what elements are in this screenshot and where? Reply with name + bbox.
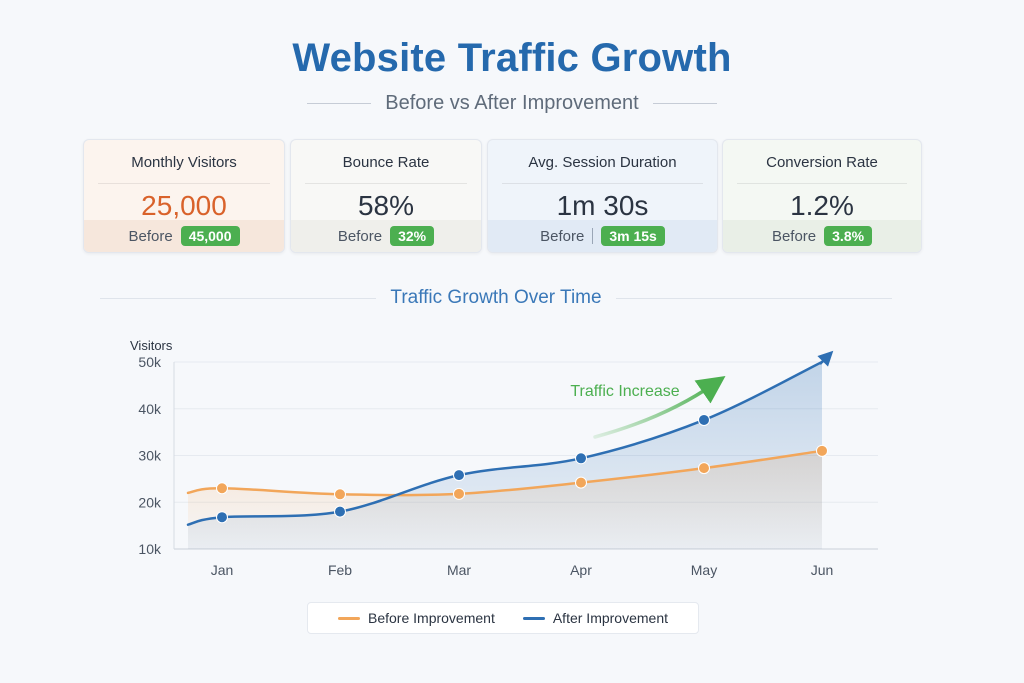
subtitle-rule-right: [652, 102, 717, 104]
before-data-point: [453, 487, 465, 500]
before-data-point: [575, 476, 587, 489]
card-value: 25,000: [141, 190, 227, 221]
x-tick-label: Jun: [811, 562, 834, 578]
section-title: Traffic Growth Over Time: [390, 287, 602, 308]
card-monthly-visitors: Monthly Visitors 25,000 Before 45,000: [83, 139, 285, 253]
after-data-point: [698, 413, 710, 426]
section-rule-right: [615, 297, 892, 299]
before-value-badge: 32%: [390, 226, 435, 246]
x-tick-label: Jan: [211, 562, 234, 578]
card-value: 1.2%: [790, 190, 854, 221]
legend-label-before: Before Improvement: [368, 610, 495, 626]
legend-item-after: After Improvement: [522, 610, 668, 626]
before-value-badge: 3.8%: [824, 226, 873, 246]
card-divider: [98, 183, 270, 184]
card-label: Bounce Rate: [342, 154, 430, 171]
before-label: Before: [771, 227, 817, 245]
card-label: Avg. Session Duration: [528, 154, 677, 171]
x-tick-label: Mar: [447, 562, 471, 578]
after-data-point: [334, 505, 346, 518]
card-label: Conversion Rate: [766, 154, 878, 171]
card-label: Monthly Visitors: [131, 154, 237, 171]
subtitle-rule-left: [307, 102, 372, 104]
card-divider: [305, 183, 467, 184]
card-avg-session-duration: Avg. Session Duration 1m 30s Before 3m 1…: [487, 139, 718, 253]
x-tick-label: Feb: [328, 562, 352, 578]
card-divider: [737, 183, 907, 184]
before-label: Before: [337, 227, 383, 245]
y-tick-label: 30k: [138, 448, 162, 464]
section-header: Traffic Growth Over Time: [100, 285, 892, 311]
before-data-point: [216, 482, 228, 495]
card-footer: Before 45,000: [84, 220, 284, 252]
card-value: 58%: [357, 190, 415, 221]
card-footer: Before 3m 15s: [488, 220, 717, 252]
traffic-increase-label: Traffic Increase: [570, 383, 679, 400]
card-bounce-rate: Bounce Rate 58% Before 32%: [290, 139, 482, 253]
legend-label-after: After Improvement: [552, 610, 668, 626]
before-value-badge: 3m 15s: [601, 226, 665, 246]
card-conversion-rate: Conversion Rate 1.2% Before 3.8%: [722, 139, 922, 253]
card-divider: [502, 183, 703, 184]
chart-legend: Before Improvement After Improvement: [307, 602, 699, 634]
card-footer: Before 3.8%: [723, 220, 921, 252]
y-tick-label: 50k: [138, 354, 162, 370]
card-value: 1m 30s: [556, 190, 649, 221]
after-data-point: [575, 452, 587, 465]
legend-item-before: Before Improvement: [338, 610, 495, 626]
before-data-point: [698, 462, 710, 475]
footer-separator: [592, 228, 594, 244]
after-series-area: [188, 362, 822, 549]
card-footer: Before 32%: [291, 220, 481, 252]
before-label: Before: [540, 227, 585, 245]
y-tick-label: 10k: [138, 541, 162, 557]
x-tick-label: May: [691, 562, 717, 578]
before-label: Before: [128, 227, 173, 245]
traffic-increase-arrow: [593, 376, 726, 439]
after-data-point: [216, 511, 228, 524]
section-rule-left: [100, 297, 377, 299]
legend-swatch-before: [338, 616, 360, 620]
after-series-arrowhead: [817, 350, 834, 367]
before-data-point: [816, 444, 828, 457]
page-title: Website Traffic Growth: [292, 36, 732, 80]
y-tick-label: 40k: [138, 401, 162, 417]
page-subtitle: Before vs After Improvement: [385, 91, 639, 114]
legend-swatch-after: [522, 616, 545, 620]
y-tick-label: 20k: [138, 494, 162, 510]
x-tick-label: Apr: [570, 562, 592, 578]
y-axis-title: Visitors: [130, 338, 173, 353]
after-data-point: [453, 469, 465, 482]
before-value-badge: 45,000: [180, 226, 240, 246]
subtitle-row: Before vs After Improvement: [0, 90, 1024, 116]
before-data-point: [334, 488, 346, 501]
